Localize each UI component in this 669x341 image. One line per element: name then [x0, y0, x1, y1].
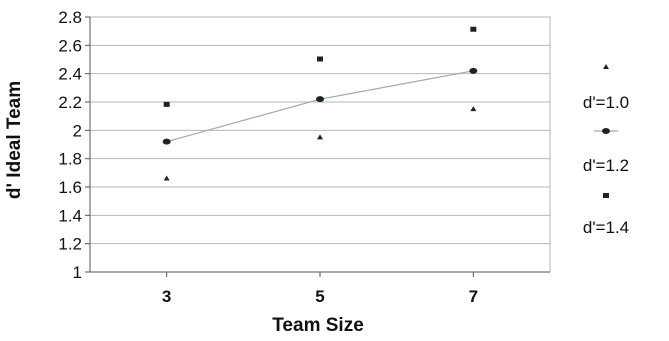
legend-item: d'=1.4	[583, 193, 629, 237]
legend-marker	[603, 193, 609, 198]
legend: d'=1.0 d'=1.2 d'=1.4	[583, 64, 629, 237]
legend-label: d'=1.4	[583, 218, 629, 237]
y-tick-label: 2.4	[58, 65, 82, 84]
x-tick-label: 5	[315, 287, 324, 306]
data-point	[470, 106, 477, 112]
data-point	[162, 138, 171, 145]
y-tick-label: 2.8	[58, 8, 82, 27]
data-point	[163, 101, 170, 107]
series-2	[162, 67, 478, 145]
y-tick-label: 1.4	[58, 206, 82, 225]
legend-marker	[602, 128, 610, 134]
data-point	[316, 96, 324, 103]
plot-frame	[89, 16, 551, 273]
y-tick-label: 2.6	[58, 36, 82, 55]
y-tick-label: 1	[73, 263, 82, 282]
series-line	[166, 70, 474, 143]
data-point	[317, 134, 323, 140]
data-point	[317, 56, 323, 62]
y-tick-label: 1.2	[58, 235, 82, 254]
y-tick-label: 2.2	[58, 93, 82, 112]
y-tick-label: 1.8	[58, 150, 82, 169]
x-axis-title: Team Size	[272, 315, 364, 336]
x-tick-label: 7	[469, 287, 478, 306]
legend-item: d'=1.0	[583, 64, 629, 112]
data-point	[470, 26, 477, 32]
data-point	[163, 175, 170, 181]
series-1	[163, 106, 477, 181]
x-tick-label: 3	[162, 287, 171, 306]
legend-label: d'=1.2	[583, 156, 629, 175]
y-tick-label: 2	[73, 121, 82, 140]
series-3	[163, 26, 477, 107]
y-axis-title: d' Ideal Team	[4, 81, 25, 199]
axis-layer: 1 1.2 1.4 1.6 1.8 2 2.2 2.4 2.6 2.8 3 5 7	[58, 8, 550, 306]
grid-layer	[89, 16, 551, 273]
legend-item: d'=1.2	[583, 128, 629, 175]
legend-label: d'=1.0	[583, 93, 629, 112]
y-tick-label: 1.6	[58, 178, 82, 197]
series-layer	[162, 26, 478, 181]
data-point	[469, 67, 478, 74]
legend-marker	[603, 64, 609, 69]
